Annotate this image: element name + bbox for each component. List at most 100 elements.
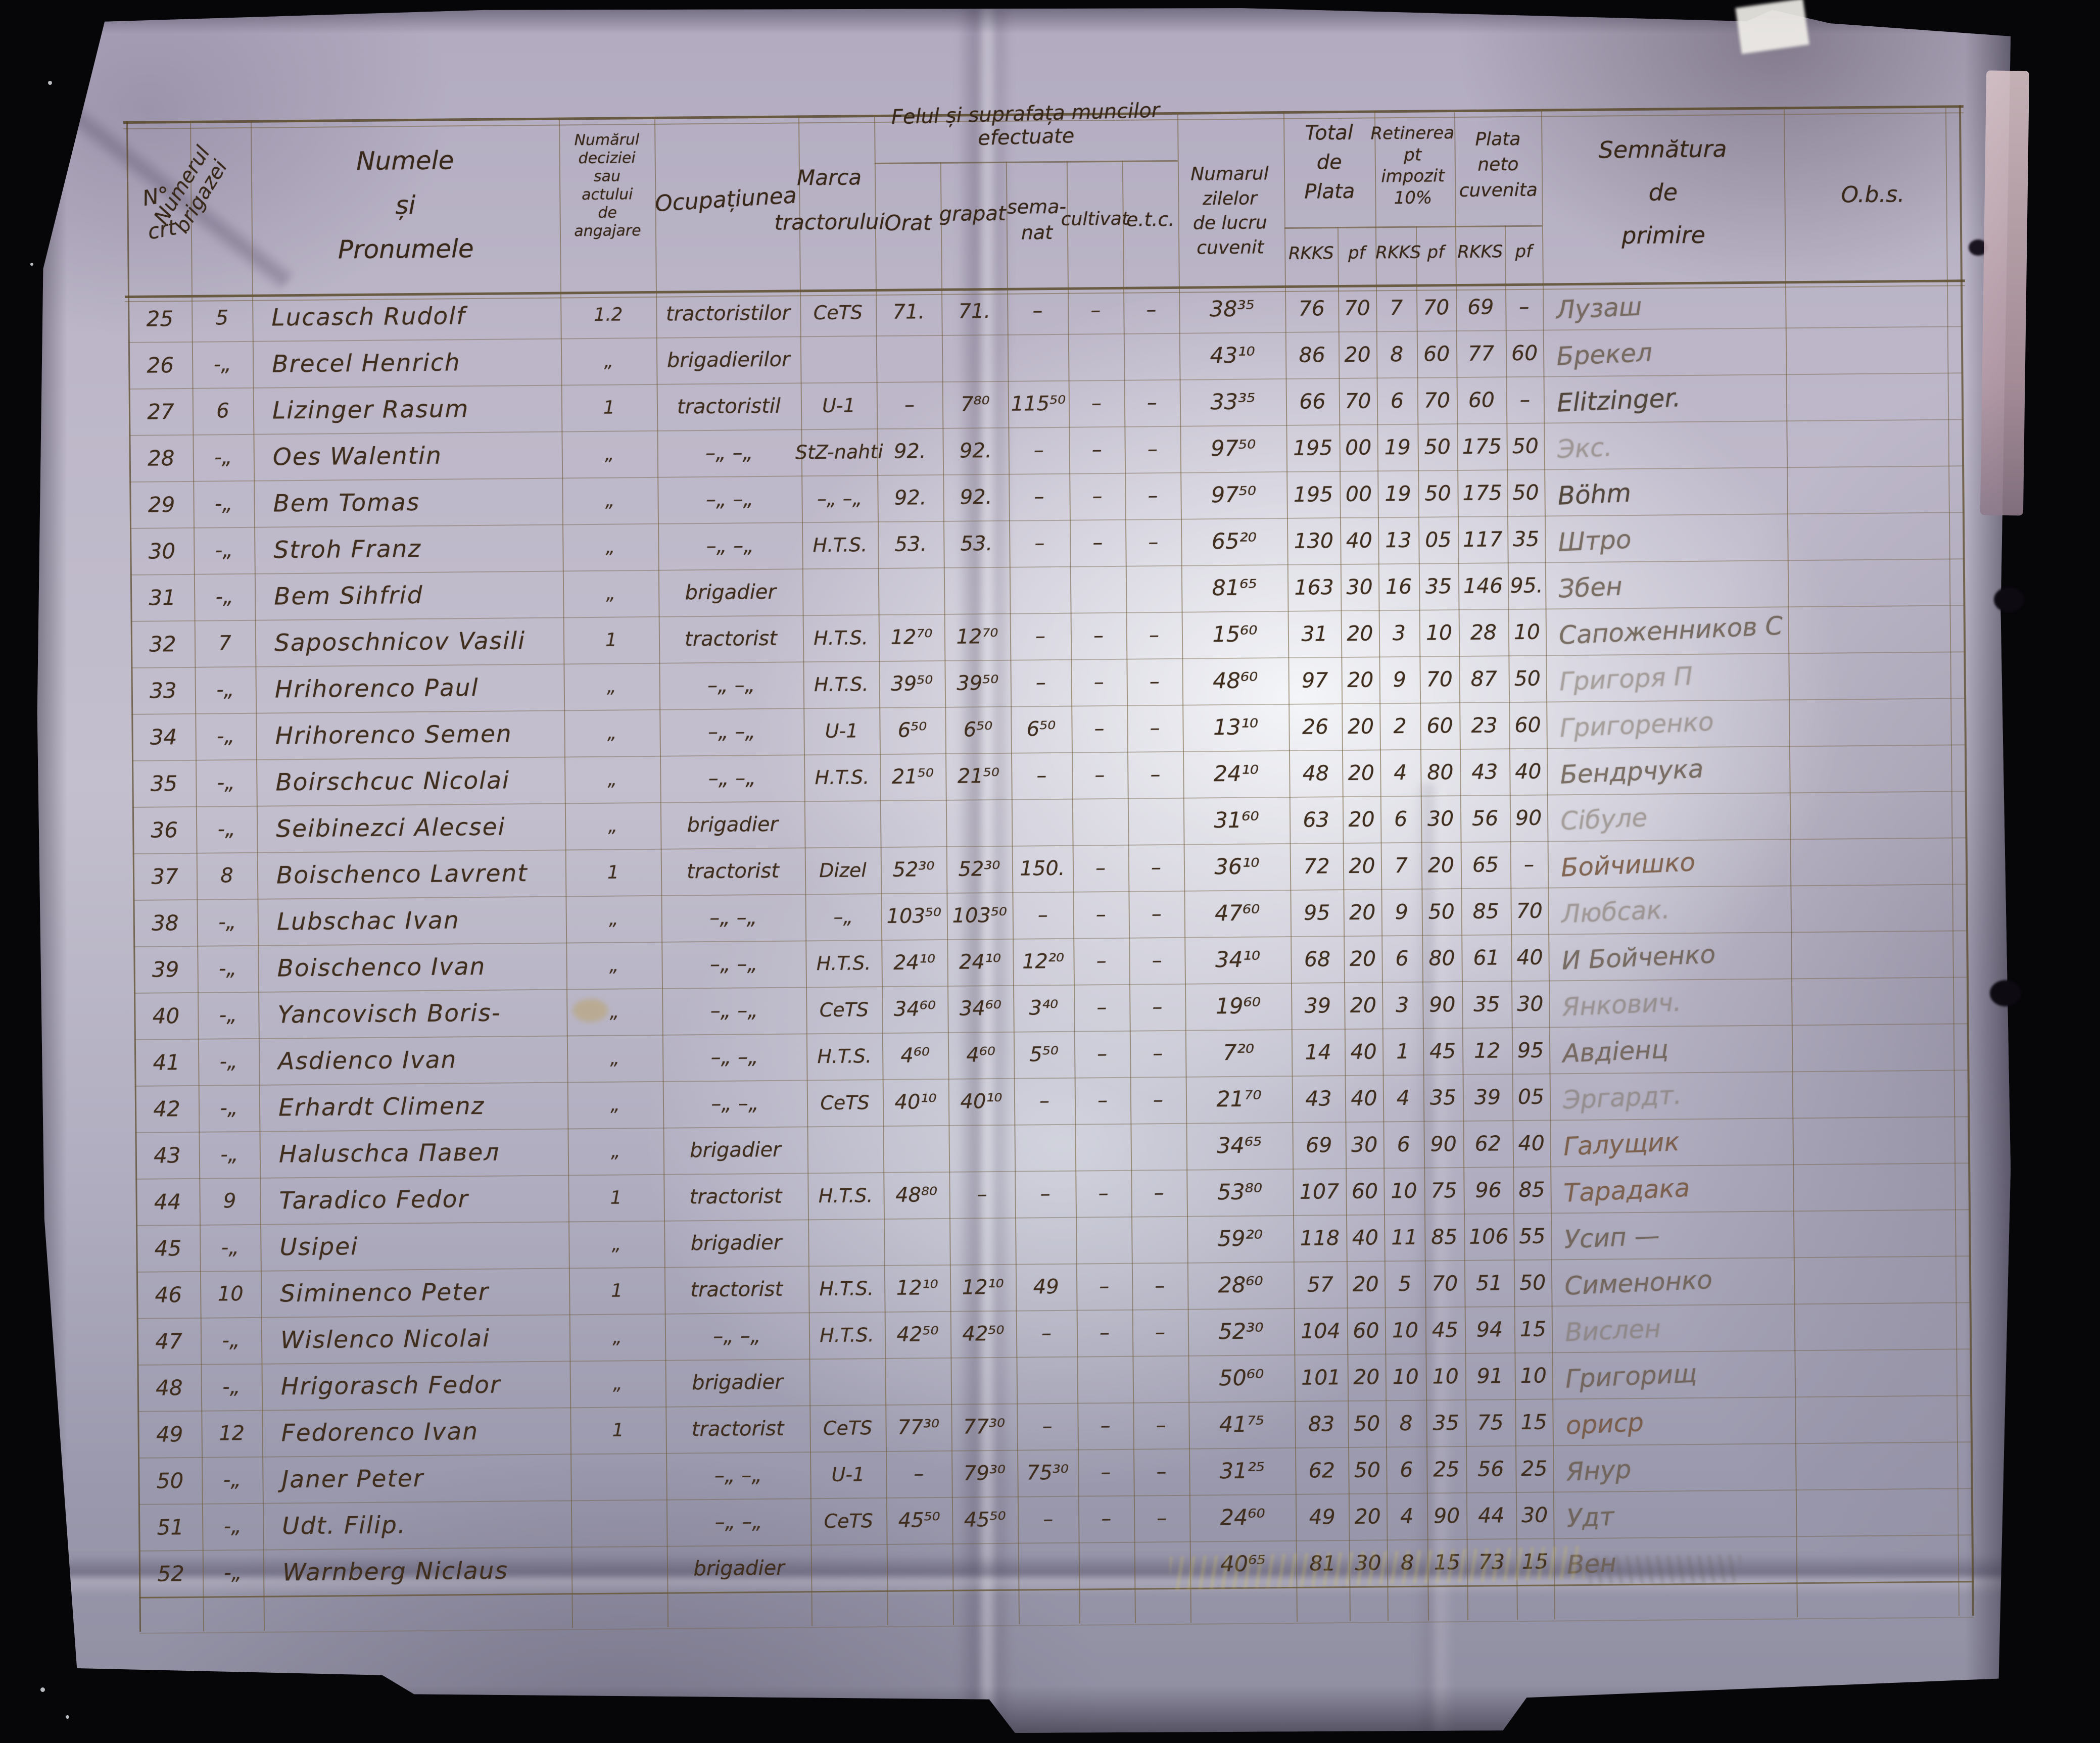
cell-name: Udt. Filip.	[282, 1511, 407, 1540]
cell-etc: –	[1152, 1042, 1163, 1066]
cell-grapat: 103⁵⁰	[952, 903, 1008, 928]
cell-r_pf: 70	[1431, 1271, 1458, 1296]
cell-obs	[1794, 1302, 1972, 1350]
cell-t_pf: 20	[1348, 760, 1375, 785]
cell-nr: 49	[156, 1421, 183, 1447]
cell-cultivat	[1072, 798, 1128, 845]
cell-grapat: 71.	[958, 300, 991, 323]
cell-t_pf: 20	[1352, 1272, 1379, 1296]
cell-nr: 37	[151, 863, 178, 889]
cell-grapat: 24¹⁰	[959, 950, 1001, 974]
cell-r_pf: 10	[1432, 1364, 1459, 1389]
cell-orat: 103⁵⁰	[886, 904, 942, 928]
cell-orat: 6⁵⁰	[897, 718, 927, 742]
cell-t_pf: 20	[1349, 946, 1376, 971]
cell-semanat: –	[1033, 439, 1044, 462]
cell-t_pf: 20	[1349, 900, 1376, 925]
cell-dec: „	[612, 1373, 623, 1394]
cell-r_rkks: 7	[1390, 295, 1403, 320]
cell-r_rkks: 6	[1394, 806, 1408, 832]
cell-etc	[1126, 565, 1182, 612]
cell-brig: -„	[218, 957, 237, 981]
cell-n_pf: 30	[1521, 1503, 1548, 1528]
cell-obs	[1792, 1116, 1970, 1164]
cell-grapat: 12¹⁰	[962, 1275, 1004, 1299]
cell-name: Boischenco Lavrent	[276, 859, 528, 889]
cell-zile: 21⁷⁰	[1216, 1086, 1262, 1112]
cell-semanat: 75³⁰	[1026, 1461, 1069, 1485]
cell-ocup: tractorist	[689, 1184, 782, 1209]
cell-obs	[1792, 1023, 1969, 1071]
cell-zile: 28⁶⁰	[1218, 1272, 1263, 1298]
cell-brig: 10	[217, 1282, 244, 1306]
cell-orat: 4⁶⁰	[900, 1044, 930, 1068]
cell-orat: –	[914, 1462, 924, 1486]
cell-dec: „	[610, 1141, 621, 1162]
subheader-tax-pf: pf	[1427, 242, 1445, 263]
cell-t_rkks: 31	[1301, 621, 1328, 646]
cell-brig: -„	[223, 1515, 242, 1538]
cell-semanat: –	[1042, 1415, 1053, 1438]
cell-etc	[1124, 333, 1180, 380]
cell-obs	[1794, 1255, 1971, 1303]
cell-r_pf: 20	[1427, 853, 1455, 878]
cell-orat	[883, 1125, 949, 1172]
cell-nr: 40	[152, 1003, 180, 1029]
cell-n_rkks: 43	[1471, 759, 1498, 784]
cell-brig: -„	[220, 1096, 238, 1120]
cell-ocup: brigadier	[685, 580, 777, 605]
cell-ocup: –„ –„	[708, 766, 756, 790]
cell-t_pf: 60	[1353, 1318, 1379, 1343]
cell-zile: 15⁶⁰	[1212, 621, 1258, 648]
cell-brig: 12	[219, 1422, 245, 1445]
cell-orat: 42⁵⁰	[896, 1323, 939, 1346]
cell-r_rkks: 16	[1385, 574, 1412, 599]
cell-nr: 25	[146, 306, 174, 331]
cell-n_rkks: 56	[1471, 806, 1499, 831]
cell-r_pf: 85	[1431, 1225, 1458, 1249]
work-group-underline	[874, 160, 1178, 165]
cell-grapat: 34⁶⁰	[959, 996, 1002, 1021]
cell-brig: -„	[216, 724, 235, 748]
cell-orat: 92.	[894, 486, 927, 510]
cell-r_pf: 35	[1433, 1411, 1459, 1435]
cell-grapat: 79³⁰	[963, 1461, 1006, 1485]
cell-marca: Dizel	[819, 859, 867, 882]
cell-marca: H.T.S.	[814, 673, 869, 696]
cell-obs	[1790, 791, 1967, 839]
paper-edge-shadow-top	[37, 8, 2011, 34]
cell-n_pf: –	[1523, 852, 1535, 877]
cell-n_rkks: 87	[1470, 666, 1498, 691]
cell-r_pf: 80	[1428, 946, 1455, 971]
cell-orat	[878, 567, 944, 614]
col-header-cultivat: cultivat	[1061, 208, 1129, 230]
cell-orat: 34⁶⁰	[893, 997, 936, 1021]
cell-nr: 38	[151, 910, 179, 936]
cell-n_rkks: 51	[1475, 1271, 1503, 1295]
cell-nr: 36	[151, 817, 178, 843]
cell-n_rkks: 44	[1477, 1503, 1505, 1528]
cell-marca: U-1	[831, 1463, 865, 1486]
cell-t_rkks: 48	[1302, 761, 1329, 786]
cell-dec: 1.2	[594, 304, 623, 325]
dust-speck	[30, 263, 33, 266]
cell-n_pf: 40	[1515, 759, 1542, 784]
cell-cultivat: –	[1099, 1321, 1110, 1345]
cell-cultivat: –	[1091, 438, 1102, 462]
cell-zile: 34¹⁰	[1215, 947, 1261, 973]
cell-marca: H.T.S.	[819, 1277, 874, 1300]
cell-obs	[1793, 1163, 1970, 1211]
cell-grapat: 39⁵⁰	[957, 671, 999, 695]
cell-cultivat: –	[1096, 949, 1107, 973]
cell-etc	[1131, 1216, 1187, 1263]
cell-orat: 92.	[893, 440, 926, 463]
cell-t_pf: 20	[1353, 1365, 1380, 1389]
cell-r_rkks: 6	[1397, 1132, 1411, 1157]
cell-brig: -„	[218, 910, 236, 934]
cell-name: Oes Walentin	[272, 442, 443, 471]
cell-t_pf: 20	[1348, 807, 1375, 832]
cell-zile: 47⁶⁰	[1214, 900, 1260, 927]
cell-r_rkks: 4	[1400, 1504, 1414, 1529]
payroll-table: N° crt Numerul brigazei Numele și Pronum…	[123, 99, 1974, 1637]
